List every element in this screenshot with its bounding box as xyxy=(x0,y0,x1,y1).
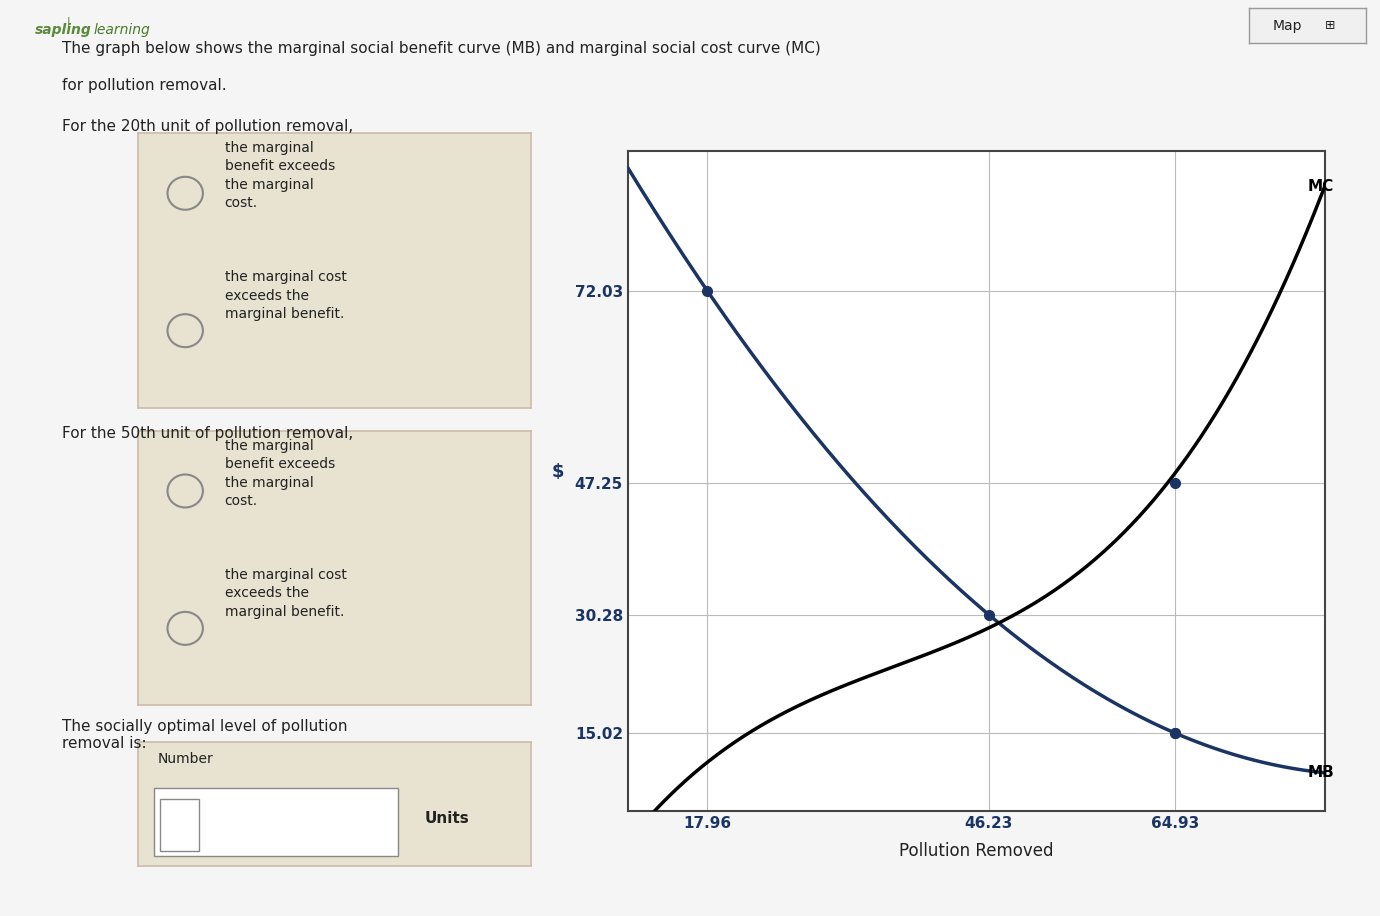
Text: MC: MC xyxy=(1308,179,1334,193)
Text: ⊞: ⊞ xyxy=(1325,19,1336,32)
Text: the marginal
benefit exceeds
the marginal
cost.: the marginal benefit exceeds the margina… xyxy=(225,439,335,508)
Text: the marginal cost
exceeds the
marginal benefit.: the marginal cost exceeds the marginal b… xyxy=(225,568,346,618)
Text: Number: Number xyxy=(157,752,214,766)
Bar xyxy=(153,788,397,856)
X-axis label: Pollution Removed: Pollution Removed xyxy=(900,842,1053,859)
Text: The socially optimal level of pollution
removal is:: The socially optimal level of pollution … xyxy=(62,719,348,751)
Text: sapling: sapling xyxy=(34,23,91,37)
Text: the marginal
benefit exceeds
the marginal
cost.: the marginal benefit exceeds the margina… xyxy=(225,141,335,211)
Text: For the 20th unit of pollution removal,: For the 20th unit of pollution removal, xyxy=(62,119,353,134)
Text: |: | xyxy=(66,16,70,27)
Text: The graph below shows the marginal social benefit curve (MB) and marginal social: The graph below shows the marginal socia… xyxy=(62,41,821,56)
Text: For the 50th unit of pollution removal,: For the 50th unit of pollution removal, xyxy=(62,426,353,441)
Text: Units: Units xyxy=(425,812,469,826)
Text: MB: MB xyxy=(1308,765,1334,780)
Text: for pollution removal.: for pollution removal. xyxy=(62,78,226,93)
Text: the marginal cost
exceeds the
marginal benefit.: the marginal cost exceeds the marginal b… xyxy=(225,270,346,321)
Text: Map: Map xyxy=(1272,18,1301,33)
Y-axis label: $: $ xyxy=(552,463,564,481)
Text: learning: learning xyxy=(94,23,150,37)
Bar xyxy=(160,799,199,851)
